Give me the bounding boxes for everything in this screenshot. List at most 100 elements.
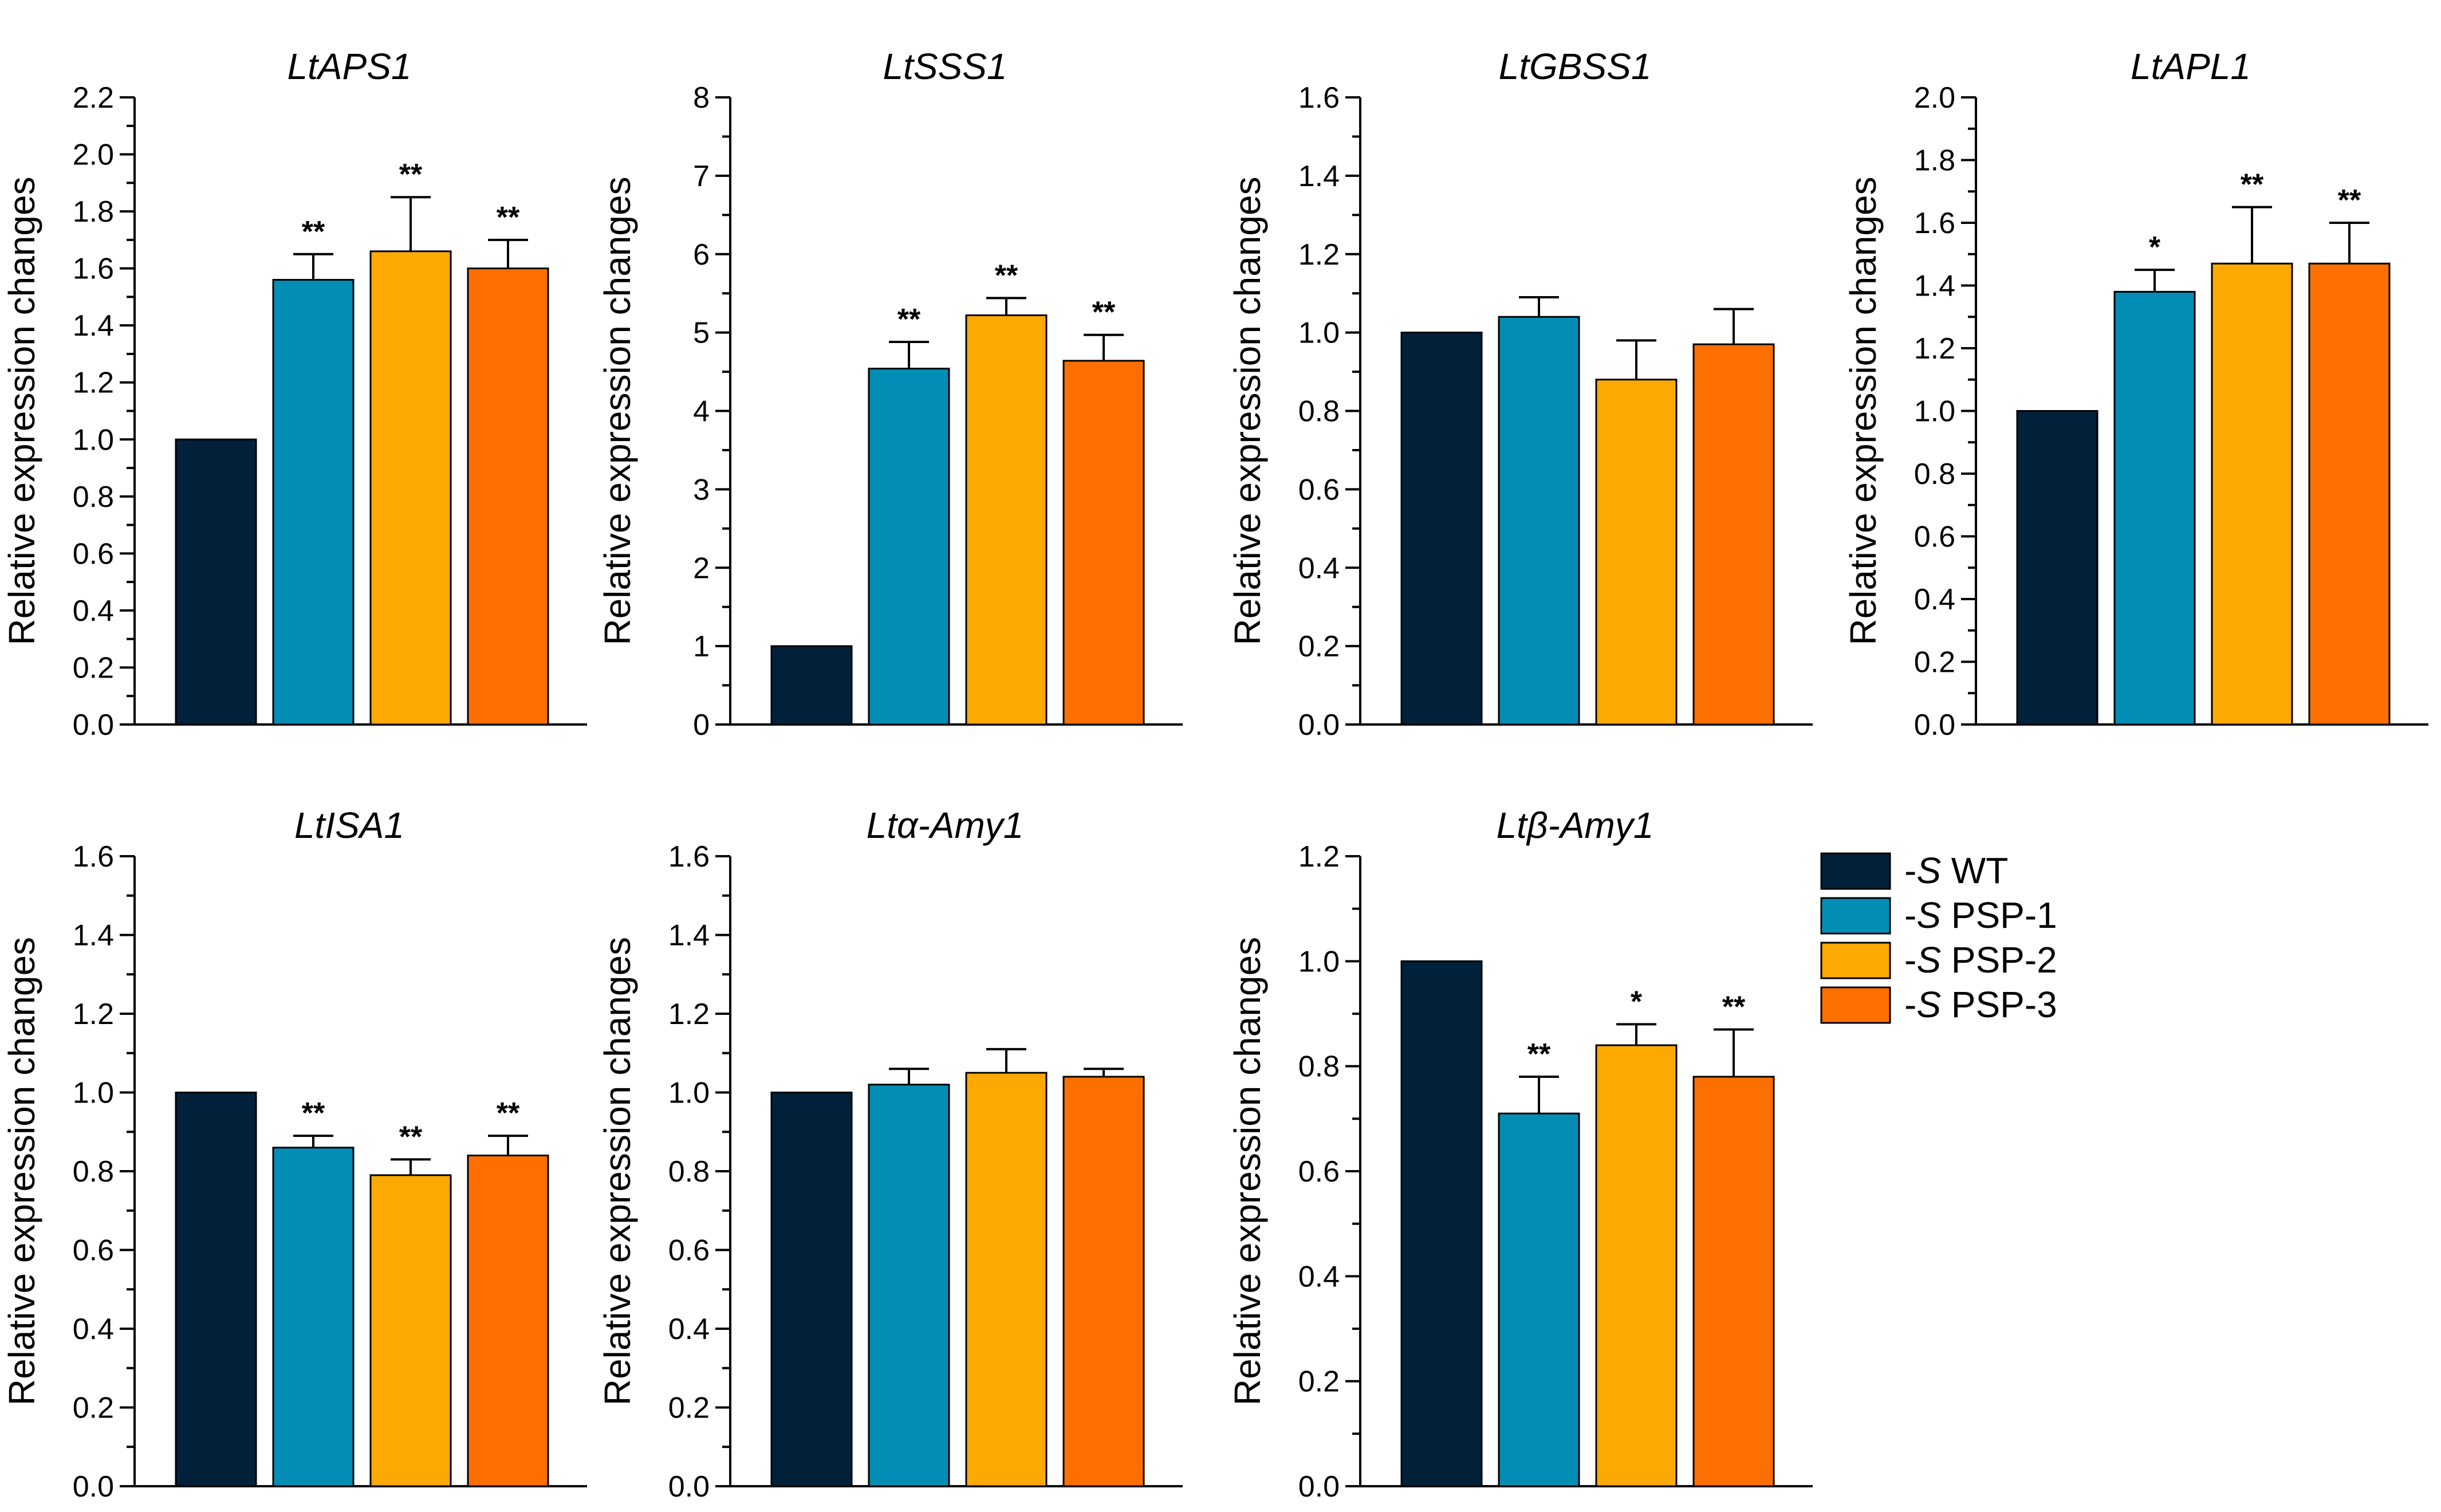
y-tick-label: 1.6 <box>73 840 114 873</box>
y-tick-label: 1.2 <box>73 998 114 1031</box>
bar <box>1062 360 1145 726</box>
legend-swatch <box>1820 942 1891 979</box>
y-axis-label: Relative expression changes <box>597 176 638 645</box>
bar <box>369 250 452 726</box>
bar <box>1595 379 1678 726</box>
legend-swatch <box>1820 852 1891 890</box>
bar <box>770 1092 853 1487</box>
y-tick-label: 1.6 <box>73 253 114 286</box>
y-tick-label: 1.0 <box>1914 395 1955 428</box>
y-tick-label: 0.2 <box>73 1392 114 1425</box>
legend: -S WT-S PSP-1-S PSP-2-S PSP-3 <box>1820 850 2057 1025</box>
legend-label: -S PSP-2 <box>1904 939 2057 981</box>
y-tick-label: 0.4 <box>1914 583 1955 616</box>
bar <box>272 279 355 726</box>
y-tick-label: 0.6 <box>73 537 114 570</box>
y-tick-label: 2.2 <box>73 81 114 115</box>
y-tick-label: 0.4 <box>1298 1260 1340 1293</box>
y-tick-label: 1.0 <box>73 1077 114 1110</box>
y-tick-label: 1.2 <box>668 998 710 1031</box>
chart-title: LtSSS1 <box>883 46 1007 87</box>
y-tick-label: 1.8 <box>1914 144 1955 178</box>
y-tick-label: 0.8 <box>1298 1050 1340 1084</box>
y-tick-label: 0.2 <box>668 1392 710 1425</box>
y-tick-label: 1.8 <box>73 195 114 229</box>
significance-marker: ** <box>497 1097 520 1130</box>
y-tick-label: 5 <box>693 317 710 350</box>
chart-panel: 0.0 0.2 0.4 0.6 0.8 1.0 1.2 1.4 1.6 1.8 2.0 2.2 Rela… <box>1 46 587 742</box>
y-tick-label: 2.0 <box>1914 81 1955 115</box>
chart-panel: 0.0 0.2 0.4 0.6 0.8 1.0 1.2 1.4 1.6 Relative expr… <box>1 805 587 1503</box>
y-tick-label: 1.4 <box>73 309 114 342</box>
y-tick-label: 0.8 <box>1298 395 1340 428</box>
y-tick-label: 1.0 <box>73 423 114 456</box>
significance-marker: ** <box>2338 184 2361 217</box>
y-tick-label: 0.0 <box>73 708 114 742</box>
bar <box>965 314 1048 726</box>
bar <box>467 267 549 726</box>
significance-marker: ** <box>995 259 1018 292</box>
y-tick-label: 0.6 <box>1914 521 1955 554</box>
bar <box>1400 960 1483 1487</box>
y-tick-label: 0.8 <box>73 481 114 514</box>
y-tick-label: 2 <box>693 552 710 585</box>
bar <box>175 438 257 726</box>
y-tick-label: 0.6 <box>1298 1155 1340 1188</box>
bar <box>1062 1076 1145 1487</box>
bar <box>1498 1112 1580 1487</box>
y-tick-label: 1.4 <box>1914 270 1955 303</box>
significance-marker: ** <box>302 1097 325 1130</box>
bar <box>2211 262 2293 726</box>
y-tick-label: 2.0 <box>73 139 114 172</box>
chart-title: LtAPS1 <box>287 46 411 87</box>
y-tick-label: 0.0 <box>73 1470 114 1503</box>
significance-marker: ** <box>1527 1038 1551 1071</box>
y-tick-label: 1.2 <box>73 367 114 400</box>
y-tick-label: 7 <box>693 160 710 193</box>
chart-panel: 0.0 0.2 0.4 0.6 0.8 1.0 1.2 1.4 1.6 Relative expr… <box>597 805 1183 1503</box>
significance-marker: * <box>1631 985 1643 1018</box>
y-tick-label: 0.4 <box>73 594 114 628</box>
significance-marker: ** <box>399 1120 423 1153</box>
bar <box>868 368 950 726</box>
legend-label: -S PSP-1 <box>1904 895 2057 936</box>
y-tick-label: 0.0 <box>1298 1470 1340 1503</box>
y-tick-label: 0.6 <box>668 1234 710 1267</box>
y-axis-label: Relative expression changes <box>1 937 42 1405</box>
significance-marker: ** <box>399 158 423 191</box>
bar <box>175 1092 257 1487</box>
y-tick-label: 1.6 <box>1298 81 1340 115</box>
chart-panel: 0 1 2 3 4 5 6 7 8 Relative expression changes LtSS… <box>597 46 1183 742</box>
chart-title: LtGBSS1 <box>1499 46 1652 87</box>
chart-panel: 0.0 0.2 0.4 0.6 0.8 1.0 1.2 1.4 1.6 Relative expr… <box>1227 46 1813 742</box>
y-tick-label: 3 <box>693 473 710 506</box>
chart-title: Ltα-Amy1 <box>867 805 1024 846</box>
bar <box>272 1147 355 1487</box>
y-tick-label: 0.6 <box>73 1234 114 1267</box>
y-tick-label: 1.6 <box>1914 207 1955 240</box>
significance-marker: ** <box>1092 296 1116 329</box>
bar <box>467 1155 549 1487</box>
y-tick-label: 1.0 <box>1298 945 1340 978</box>
chart-title: Ltβ-Amy1 <box>1497 805 1654 846</box>
significance-marker: ** <box>897 303 921 336</box>
y-tick-label: 0.4 <box>1298 552 1340 585</box>
bar <box>1692 1076 1775 1487</box>
y-tick-label: 0.4 <box>668 1313 710 1346</box>
legend-swatch <box>1820 986 1891 1024</box>
significance-marker: ** <box>302 215 325 249</box>
y-tick-label: 1.4 <box>668 919 710 952</box>
bar <box>1595 1044 1678 1487</box>
y-tick-label: 0 <box>693 708 710 742</box>
y-tick-label: 0.2 <box>73 651 114 684</box>
bar <box>965 1072 1048 1487</box>
bar <box>1400 332 1483 726</box>
legend-label: -S PSP-3 <box>1904 984 2057 1025</box>
bar <box>868 1084 950 1487</box>
bar <box>1498 316 1580 726</box>
y-axis-label: Relative expression changes <box>1227 937 1268 1405</box>
y-axis-label: Relative expression changes <box>1842 176 1884 645</box>
bar <box>770 645 853 726</box>
y-tick-label: 1.4 <box>1298 160 1340 193</box>
legend-label: -S WT <box>1904 850 2008 891</box>
